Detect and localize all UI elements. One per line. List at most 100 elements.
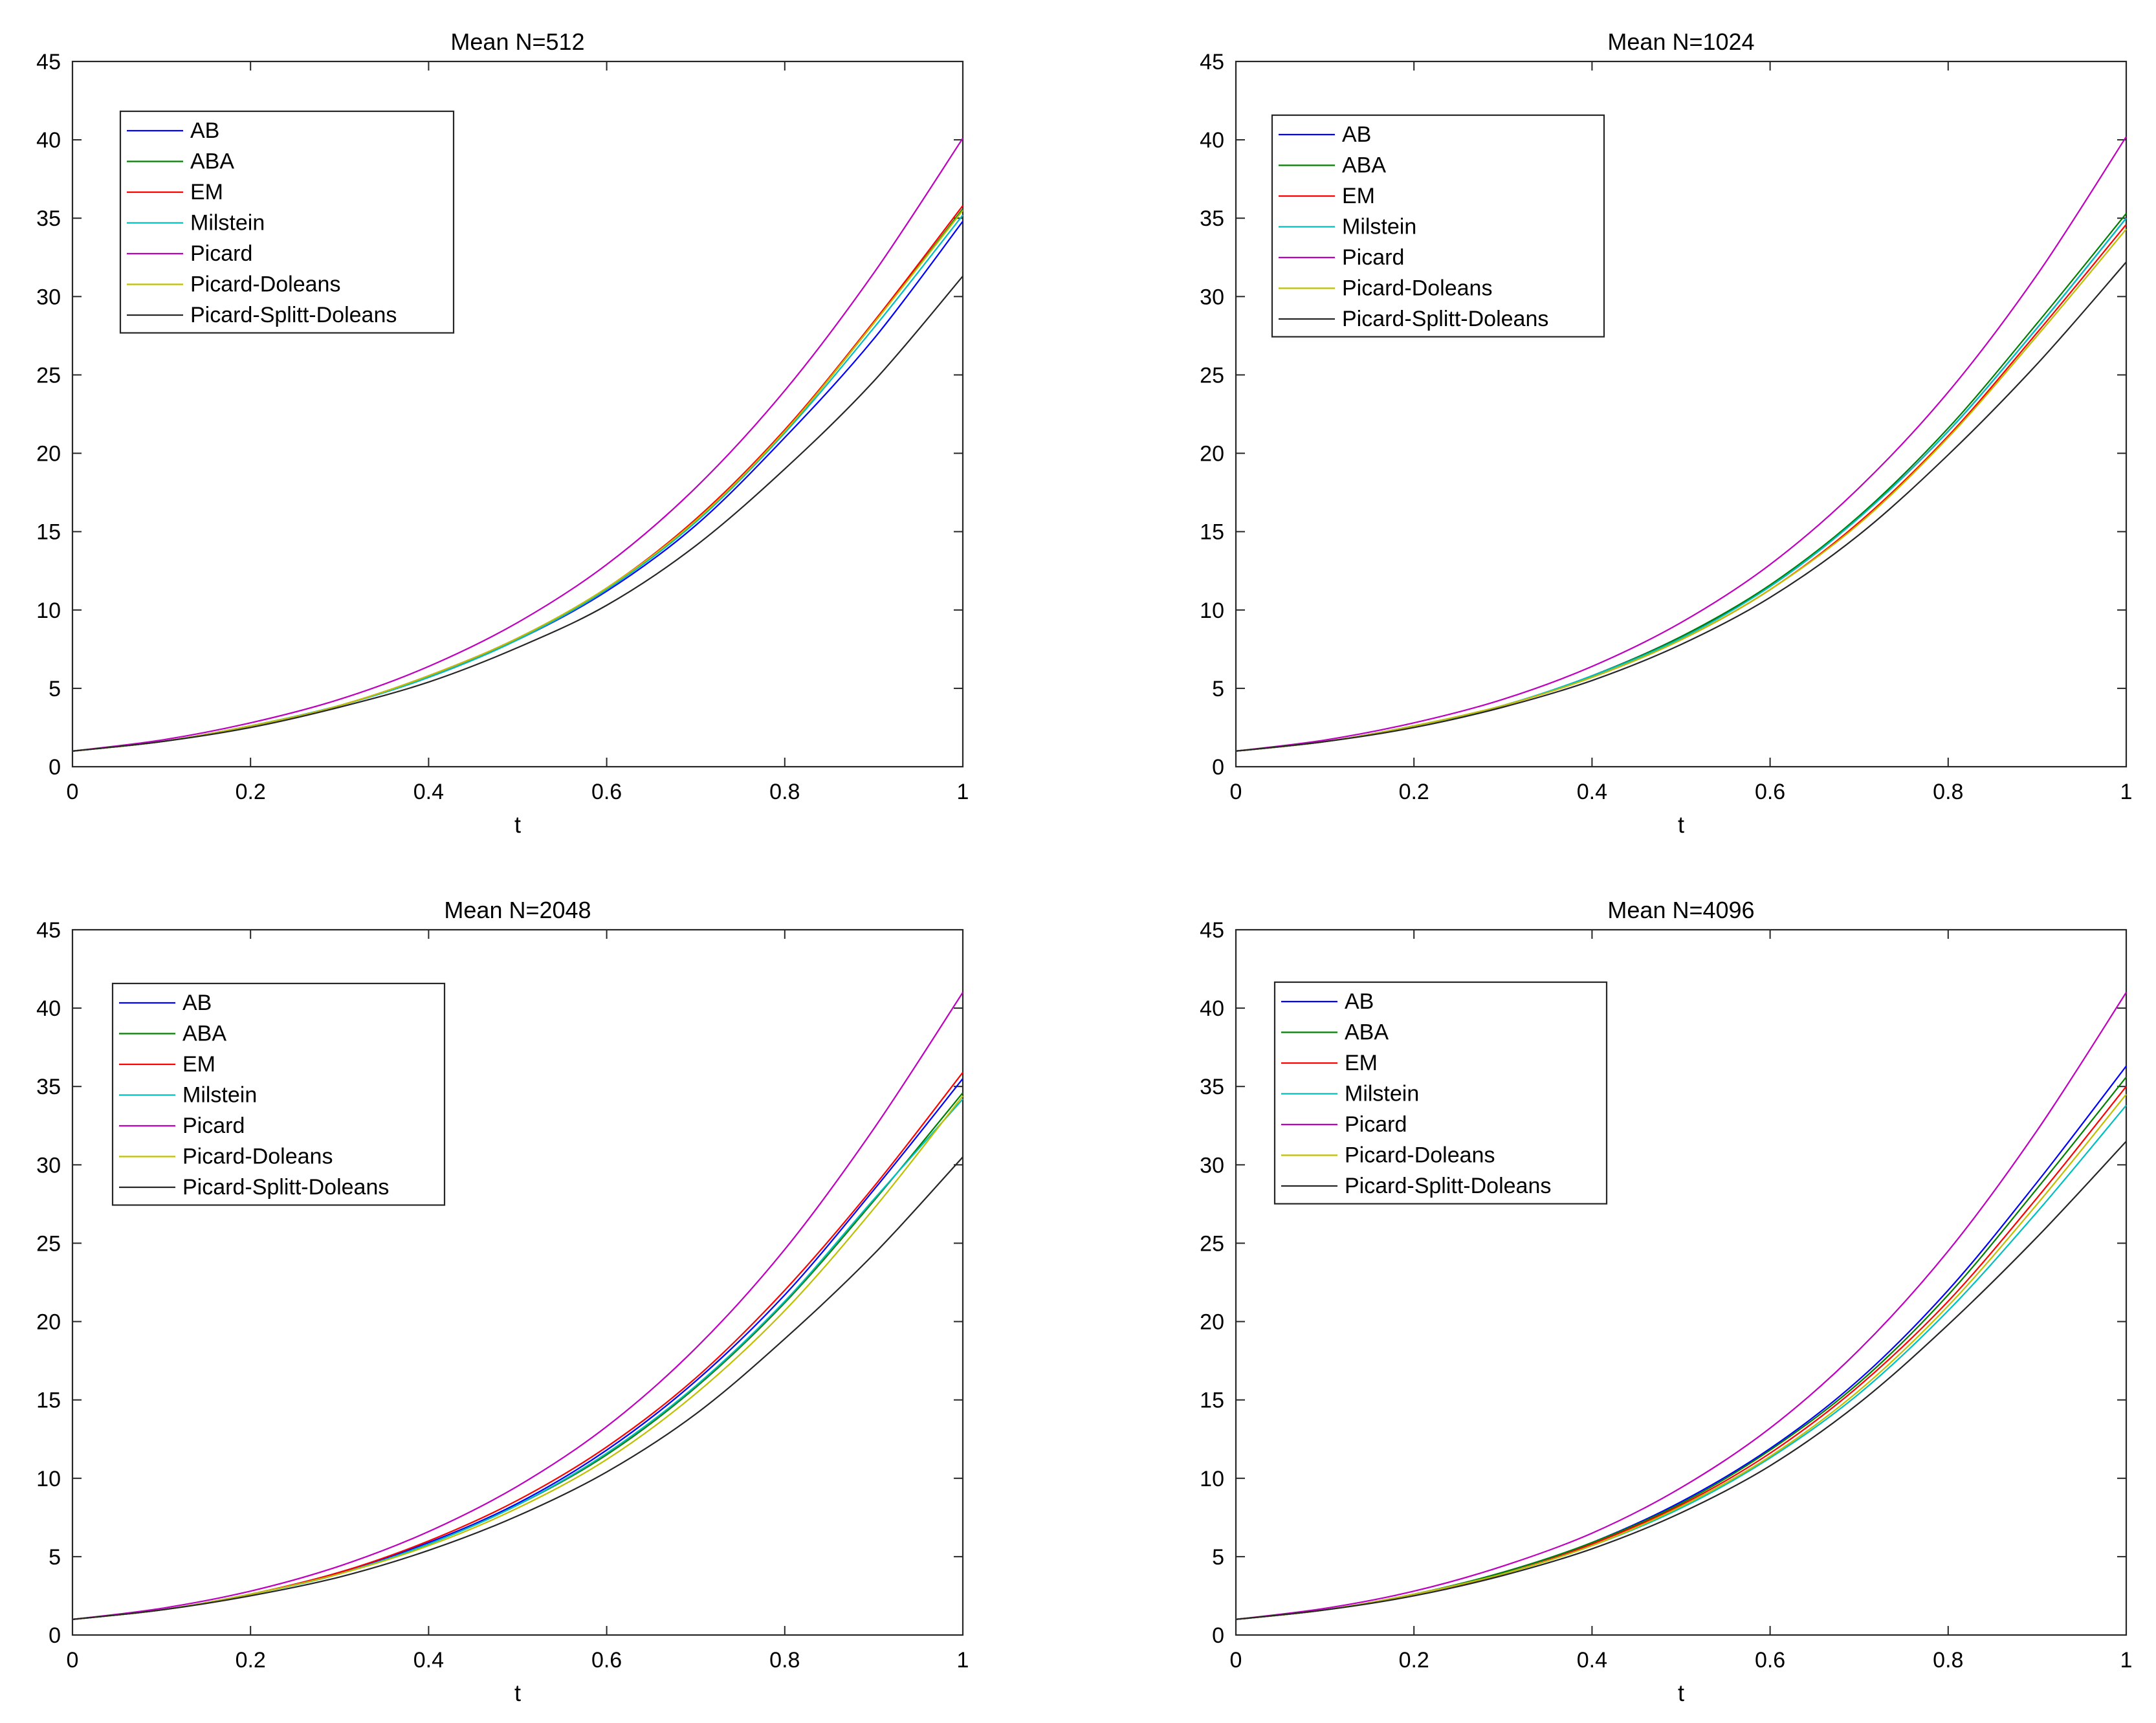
x-tick-label: 0.6 <box>1755 780 1785 804</box>
y-tick-label: 25 <box>1200 1231 1224 1256</box>
legend-label: ABA <box>1342 153 1386 178</box>
y-tick-label: 0 <box>49 1623 61 1648</box>
chart-title: Mean N=1024 <box>1607 28 1754 55</box>
y-tick-label: 45 <box>36 50 61 74</box>
series-line-picard-splitt-doleans <box>72 276 963 752</box>
y-tick-label: 20 <box>36 1310 61 1335</box>
legend-label: EM <box>1345 1051 1378 1075</box>
legend-label: Picard-Doleans <box>182 1145 333 1169</box>
series-lines <box>1235 992 2127 1620</box>
legend-label: Picard-Doleans <box>190 272 340 297</box>
x-tick-label: 0 <box>67 780 79 804</box>
y-tick-label: 30 <box>36 1153 61 1178</box>
x-tick-label: 0.4 <box>1577 780 1607 804</box>
x-tick-label: 0.8 <box>769 780 800 804</box>
series-line-picard-doleans <box>1235 1093 2127 1620</box>
legend-label: ABA <box>1345 1020 1389 1045</box>
y-tick-label: 35 <box>1200 1075 1224 1099</box>
legend: AB ABA EM Milstein Picard Picard-Doleans Picar… <box>1273 981 1608 1205</box>
x-tick-label: 0.6 <box>591 780 622 804</box>
y-tick-label: 15 <box>36 1388 61 1413</box>
y-tick-label: 40 <box>1200 996 1224 1021</box>
legend-label: Picard-Splitt-Doleans <box>182 1175 389 1200</box>
x-tick-label: 0.8 <box>1933 780 1963 804</box>
y-tick-label: 45 <box>1200 50 1224 74</box>
y-tick-label: 15 <box>1200 520 1224 545</box>
series-line-picard <box>72 138 963 752</box>
legend-label: Milstein <box>1345 1082 1419 1106</box>
legend-label: ABA <box>190 149 234 174</box>
legend: AB ABA EM Milstein Picard Picard-Doleans Picar… <box>111 982 446 1206</box>
y-tick-label: 5 <box>49 677 61 701</box>
x-tick-label: 0.2 <box>1399 1648 1429 1673</box>
y-tick-label: 20 <box>1200 442 1224 466</box>
legend: AB ABA EM Milstein Picard Picard-Doleans Picar… <box>1271 114 1605 338</box>
legend-label: Picard <box>182 1114 245 1138</box>
x-tick-label: 0.4 <box>413 780 444 804</box>
legend-box <box>1273 981 1608 1205</box>
series-line-picard <box>72 992 963 1620</box>
y-tick-label: 40 <box>1200 128 1224 153</box>
legend-label: Picard-Splitt-Doleans <box>190 303 397 327</box>
y-tick-label: 35 <box>36 206 61 231</box>
legend-box <box>119 110 455 334</box>
legend-label: Milstein <box>1342 215 1416 239</box>
x-tick-label: 0.6 <box>591 1648 622 1673</box>
legend-label: Picard-Splitt-Doleans <box>1345 1174 1551 1198</box>
legend-label: Picard <box>1345 1112 1407 1137</box>
x-tick-label: 1 <box>2120 1648 2133 1673</box>
legend-label: Picard <box>1342 245 1404 270</box>
legend-label: Milstein <box>182 1083 257 1108</box>
chart-title: Mean N=512 <box>450 28 584 55</box>
legend-label: ABA <box>182 1022 226 1046</box>
x-axis-label: t <box>514 1680 521 1706</box>
legend: AB ABA EM Milstein Picard Picard-Doleans Picar… <box>119 110 455 334</box>
legend-label: AB <box>182 991 212 1015</box>
y-tick-label: 30 <box>1200 285 1224 309</box>
legend-label: EM <box>1342 184 1375 208</box>
x-tick-label: 1 <box>957 1648 969 1673</box>
x-axis-label: t <box>514 811 521 838</box>
legend-label: EM <box>190 180 223 204</box>
y-tick-label: 35 <box>1200 206 1224 231</box>
legend-label: AB <box>1345 989 1374 1014</box>
y-tick-label: 35 <box>36 1075 61 1099</box>
x-axis-label: t <box>1678 1680 1684 1706</box>
y-tick-label: 25 <box>36 363 61 388</box>
y-tick-label: 10 <box>36 1467 61 1491</box>
y-tick-label: 15 <box>1200 1388 1224 1413</box>
y-tick-label: 25 <box>36 1231 61 1256</box>
x-tick-label: 0.2 <box>1399 780 1429 804</box>
legend-label: Picard <box>190 241 252 266</box>
legend-box <box>1271 114 1605 338</box>
legend-label: Picard-Doleans <box>1342 276 1492 301</box>
x-tick-label: 0.4 <box>1577 1648 1607 1673</box>
y-tick-label: 0 <box>1212 755 1224 780</box>
series-line-picard-doleans <box>72 210 963 752</box>
y-tick-label: 20 <box>36 442 61 466</box>
y-tick-label: 30 <box>36 285 61 309</box>
series-line-picard <box>1235 992 2127 1620</box>
x-tick-label: 0.6 <box>1755 1648 1785 1673</box>
y-tick-label: 15 <box>36 520 61 545</box>
y-tick-label: 0 <box>49 755 61 780</box>
legend-label: Milstein <box>190 211 265 236</box>
legend-label: AB <box>1342 122 1371 147</box>
x-tick-label: 0 <box>67 1648 79 1673</box>
y-tick-label: 40 <box>36 996 61 1021</box>
series-line-picard-doleans <box>1235 228 2127 752</box>
chart-title: Mean N=2048 <box>444 897 591 923</box>
x-axis-label: t <box>1678 811 1684 838</box>
x-tick-label: 0 <box>1230 1648 1242 1673</box>
y-tick-label: 10 <box>1200 598 1224 623</box>
y-tick-label: 0 <box>1212 1623 1224 1648</box>
series-lines <box>72 138 963 752</box>
y-tick-label: 5 <box>49 1545 61 1570</box>
x-tick-label: 1 <box>957 780 969 804</box>
x-tick-label: 0.8 <box>1933 1648 1963 1673</box>
y-tick-label: 20 <box>1200 1310 1224 1335</box>
legend-box <box>111 982 446 1206</box>
y-tick-label: 10 <box>36 598 61 623</box>
